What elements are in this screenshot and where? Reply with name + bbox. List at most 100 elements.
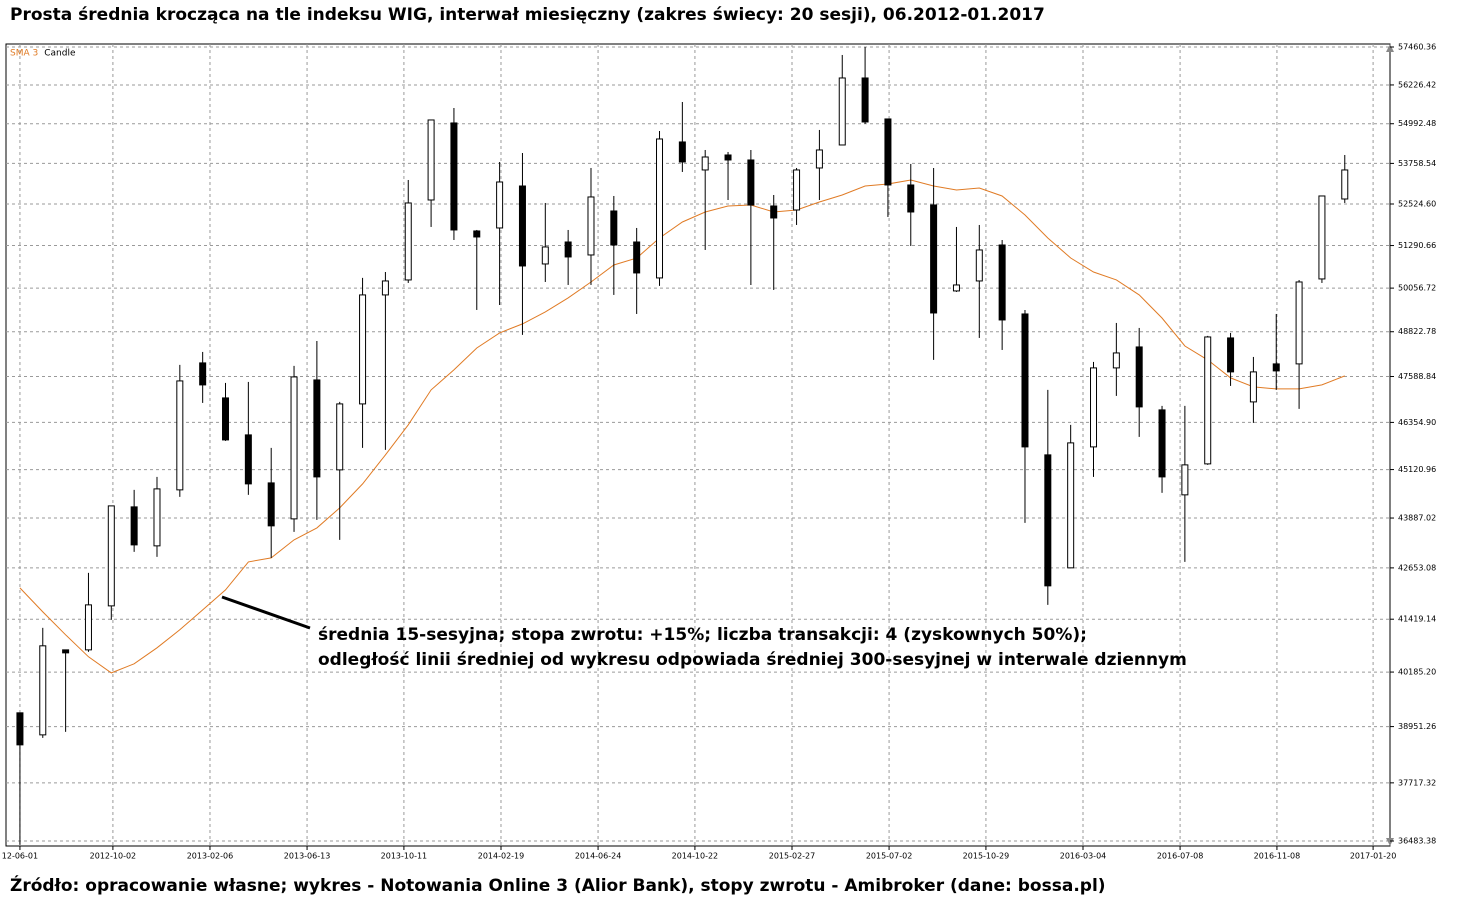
legend-entry: SMA 3 (10, 49, 38, 59)
y-tick-label: 37717.32 (1398, 778, 1436, 787)
annotation: średnia 15-sesyjna; stopa zwrotu: +15%; … (318, 625, 1087, 645)
candle-body (587, 196, 595, 256)
x-tick-label: 2015-10-29 (963, 852, 1010, 861)
x-tick-label: 2014-02-19 (478, 852, 525, 861)
candle-body (39, 645, 47, 736)
y-tick-label: 42653.08 (1398, 563, 1436, 572)
x-tick-label: 2016-11-08 (1254, 852, 1301, 861)
x-tick-label: 2014-06-24 (575, 852, 622, 861)
candle-body (1021, 313, 1029, 448)
candle-body (952, 284, 960, 292)
candle-body (153, 488, 161, 547)
candle-body (724, 154, 732, 161)
candle-body (998, 244, 1006, 321)
candle-body (861, 77, 869, 123)
candle-body (381, 280, 389, 296)
candle-body (450, 122, 458, 231)
plot-area (5, 43, 1391, 847)
candle-body (884, 118, 892, 186)
annotation-pointer (221, 595, 311, 630)
y-tick-label: 51290.66 (1398, 241, 1436, 250)
candle-body (564, 241, 572, 258)
candle-body (701, 156, 709, 171)
candle-body (404, 202, 412, 281)
candle-body (1272, 363, 1280, 372)
legend-entry: Candle (44, 49, 76, 59)
scroll-up (1386, 44, 1394, 52)
x-tick-label: 12-06-01 (2, 852, 38, 861)
source: Źródło: opracowanie własne; wykres - Not… (10, 874, 1106, 896)
candle-body (130, 506, 138, 546)
y-tick-label: 50056.72 (1398, 284, 1436, 293)
candle-body (62, 649, 70, 654)
candle-body (1135, 346, 1143, 408)
x-tick-label: 2016-07-08 (1157, 852, 1204, 861)
y-tick-label: 56226.42 (1398, 80, 1436, 89)
candle-body (267, 482, 275, 527)
chart-title: Prosta średnia krocząca na tle indeksu W… (10, 5, 1045, 25)
marks (16, 47, 1349, 845)
candle-body (907, 184, 915, 213)
candle-body (610, 210, 618, 246)
x-tick-label: 2013-06-13 (284, 852, 331, 861)
candle-body (1318, 195, 1326, 280)
y-tick-label: 40185.20 (1398, 668, 1436, 677)
x-tick-label: 2014-10-22 (672, 852, 719, 861)
candle-body (222, 397, 230, 441)
candle-body (1158, 409, 1166, 478)
candle-body (290, 376, 298, 520)
x-tick-label: 2016-03-04 (1060, 852, 1107, 861)
candle-body (815, 149, 823, 169)
x-tick-label: 2012-10-02 (90, 852, 137, 861)
candle-body (1295, 281, 1303, 365)
candle-body (244, 434, 252, 485)
candle-body (975, 249, 983, 282)
y-tick-label: 38951.26 (1398, 722, 1436, 731)
y-tick-label: 45120.96 (1398, 465, 1436, 474)
x-tick-label: 2013-10-11 (381, 852, 428, 861)
candle-body (1067, 442, 1075, 569)
y-tick-label: 54992.48 (1398, 119, 1436, 128)
y-tick-label: 46354.90 (1398, 418, 1436, 427)
candle-body (930, 204, 938, 314)
candle-body (793, 169, 801, 211)
candle-body (678, 141, 686, 163)
x-tick-label: 2015-07-02 (866, 852, 913, 861)
y-tick-label: 43887.02 (1398, 514, 1436, 523)
candle-body (313, 379, 321, 478)
candle-body (107, 505, 115, 607)
candle-body (16, 712, 24, 746)
candle-body (1181, 464, 1189, 496)
candle-body (747, 159, 755, 206)
candle-body (1227, 337, 1235, 373)
annotation: odległość linii średniej od wykresu odpo… (318, 650, 1187, 670)
candle-body (633, 241, 641, 274)
candle-body (427, 119, 435, 201)
candle-body (541, 246, 549, 265)
y-tick-label: 52524.60 (1398, 199, 1436, 208)
candle-body (84, 604, 92, 651)
x-tick-label: 2017-01-20 (1350, 852, 1397, 861)
y-tick-label: 36483.38 (1398, 836, 1436, 845)
candle-body (336, 403, 344, 471)
candle-body (1090, 367, 1098, 448)
candle-body (1112, 352, 1120, 369)
candle-body (1341, 169, 1349, 200)
candle-body (838, 77, 846, 146)
candle-body (473, 230, 481, 238)
candle-body (1044, 454, 1052, 587)
candle-body (176, 380, 184, 491)
x-tick-label: 2015-02-27 (769, 852, 816, 861)
candle-body (496, 181, 504, 229)
y-tick-label: 47588.84 (1398, 372, 1436, 381)
x-tick-label: 2013-02-06 (187, 852, 234, 861)
candle-body (656, 138, 664, 279)
candle-body (770, 205, 778, 219)
scroll-down (1386, 838, 1394, 846)
y-tick-label: 53758.54 (1398, 159, 1436, 168)
y-tick-label: 41419.14 (1398, 615, 1436, 624)
candle-body (199, 362, 207, 386)
y-tick-label: 48822.78 (1398, 327, 1436, 336)
grid (6, 44, 1390, 846)
